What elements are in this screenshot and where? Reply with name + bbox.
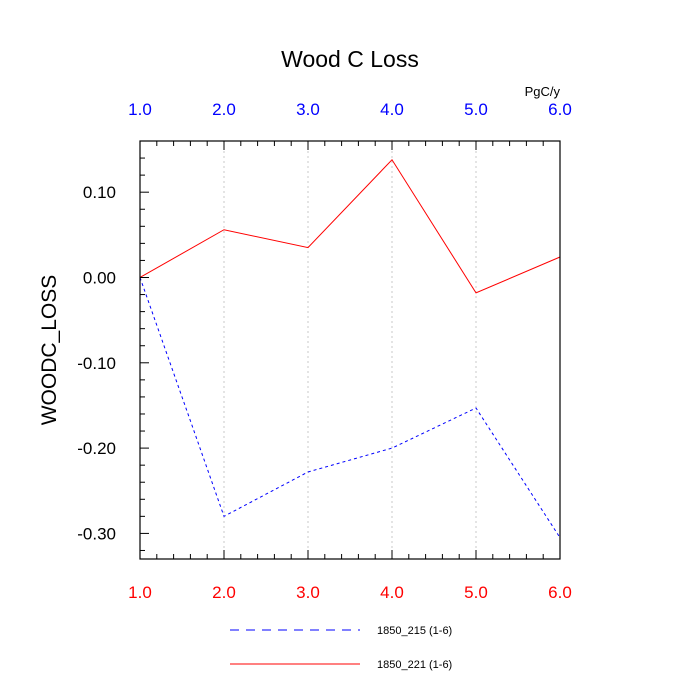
x-tick-label-top: 4.0 xyxy=(380,100,404,119)
legend: 1850_215 (1-6) 1850_221 (1-6) xyxy=(230,625,452,671)
x-tick-label-top: 3.0 xyxy=(296,100,320,119)
x-tick-label-bottom: 5.0 xyxy=(464,583,488,602)
axis-ticks: 1.0 1.0 2.0 2.0 3.0 3.0 4.0 4.0 5.0 5.0 6.0 6.0 -0.3… xyxy=(77,100,572,602)
x-tick-label-top: 6.0 xyxy=(548,100,572,119)
series-group xyxy=(139,158,561,538)
series-line-1 xyxy=(139,277,561,538)
legend-label-2: 1850_221 (1-6) xyxy=(377,659,452,671)
x-tick-label-bottom: 1.0 xyxy=(128,583,152,602)
legend-label-1: 1850_215 (1-6) xyxy=(377,625,452,637)
x-tick-label-bottom: 3.0 xyxy=(296,583,320,602)
y-tick-label: 0.10 xyxy=(83,183,116,202)
x-tick-label-top: 1.0 xyxy=(128,100,152,119)
y-tick-label: -0.10 xyxy=(77,354,116,373)
x-tick-label-top: 2.0 xyxy=(212,100,236,119)
chart-title: Wood C Loss xyxy=(281,46,419,72)
series-line-2 xyxy=(139,158,561,294)
y-tick-label: 0.00 xyxy=(83,268,116,287)
plot-frame xyxy=(139,140,561,560)
x-tick-label-bottom: 6.0 xyxy=(548,583,572,602)
y-axis-label: WOODC_LOSS xyxy=(38,275,61,426)
units-label: PgC/y xyxy=(525,84,561,99)
x-tick-label-bottom: 2.0 xyxy=(212,583,236,602)
x-tick-label-top: 5.0 xyxy=(464,100,488,119)
y-tick-label: -0.30 xyxy=(77,524,116,543)
y-tick-label: -0.20 xyxy=(77,439,116,458)
x-tick-label-bottom: 4.0 xyxy=(380,583,404,602)
